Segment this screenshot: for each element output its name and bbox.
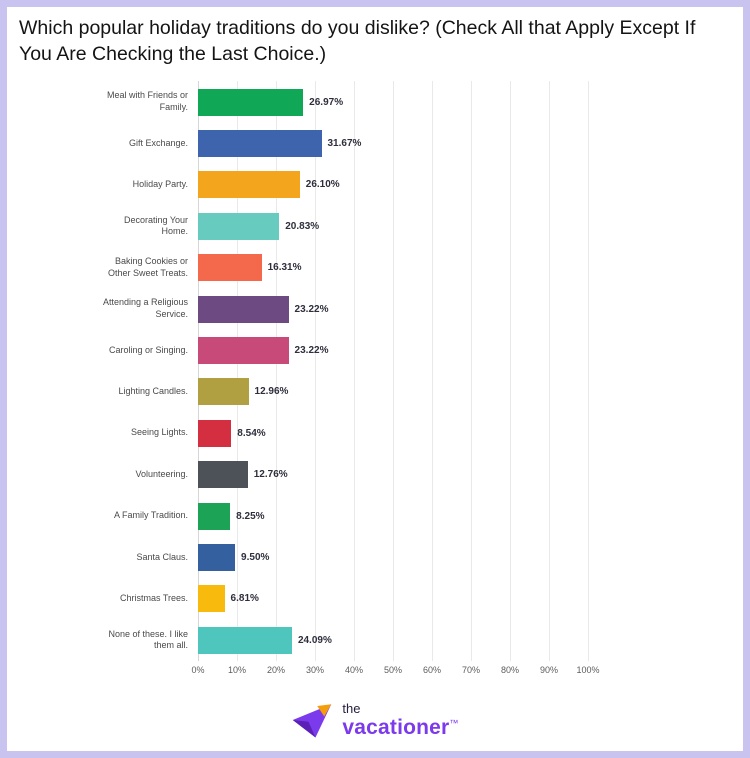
value-label: 16.31%	[267, 262, 302, 274]
value-label: 26.10%	[305, 179, 340, 191]
value-label: 6.81%	[230, 593, 259, 605]
category-label: Lighting Candles.	[118, 386, 188, 397]
x-axis: 0% 10% 20% 30% 40% 50% 60% 70% 80% 90% 100%	[191, 661, 599, 679]
x-tick-label: 60%	[422, 664, 442, 675]
value-label: 24.09%	[297, 634, 332, 646]
category-label: Meal with Friends or Family.	[106, 90, 188, 113]
chart-row: A Family Tradition. 8.25%	[82, 495, 743, 536]
bar	[198, 337, 289, 364]
bar-area: 26.10%	[198, 171, 588, 199]
bar	[198, 130, 322, 158]
value-label: 9.50%	[241, 551, 270, 563]
bar	[198, 502, 231, 530]
chart-row: None of these. I like them all. 24.09%	[82, 620, 743, 661]
value-label: 23.22%	[294, 303, 329, 315]
category-label: Caroling or Singing.	[108, 344, 188, 355]
category-label: A Family Tradition.	[113, 510, 188, 521]
bar-area: 12.76%	[198, 461, 588, 489]
x-tick-label: 70%	[461, 664, 481, 675]
category-label: Volunteering.	[135, 468, 188, 479]
chart-row: Lighting Candles. 12.96%	[82, 371, 743, 412]
bar	[198, 295, 289, 323]
bar	[198, 461, 248, 489]
category-label: Gift Exchange.	[128, 137, 188, 148]
bar	[198, 171, 300, 199]
category-label: Baking Cookies or Other Sweet Treats.	[107, 256, 188, 278]
bar-area: 26.97%	[198, 88, 588, 116]
x-tick-label: 80%	[500, 664, 520, 675]
bar	[198, 212, 280, 240]
x-tick-label: 20%	[266, 664, 286, 675]
chart-rows: Meal with Friends or Family. 26.97% Gift E…	[82, 81, 743, 661]
value-label: 20.83%	[285, 220, 320, 232]
bar-area: 24.09%	[198, 626, 588, 654]
bar	[198, 378, 249, 406]
value-label: 8.25%	[236, 510, 265, 522]
bar	[198, 88, 304, 116]
chart-row: Decorating Your Home. 20.83%	[82, 206, 743, 247]
logo-wordmark: vacationer	[342, 715, 450, 739]
bar-area: 6.81%	[198, 585, 588, 613]
bar	[198, 626, 292, 654]
chart-row: Volunteering. 12.76%	[82, 454, 743, 495]
value-label: 31.67%	[327, 138, 362, 150]
chart-row: Caroling or Singing. 23.22%	[82, 330, 743, 371]
chart-row: Gift Exchange. 31.67%	[82, 123, 743, 164]
x-tick-label: 30%	[305, 664, 325, 675]
logo-text: the vacationer™	[342, 702, 458, 738]
bar-area: 31.67%	[198, 130, 588, 158]
chart-row: Christmas Trees. 6.81%	[82, 578, 743, 619]
logo-text-the: the	[342, 700, 361, 716]
category-label: Seeing Lights.	[130, 427, 188, 438]
category-label: Decorating Your Home.	[123, 214, 188, 237]
bar-area: 9.50%	[198, 543, 588, 571]
x-tick-label: 10%	[227, 664, 247, 675]
x-tick-label: 50%	[383, 664, 403, 675]
axis-spacer	[82, 661, 198, 679]
value-label: 23.22%	[294, 345, 329, 356]
bar-area: 16.31%	[198, 254, 588, 282]
chart-row: Santa Claus. 9.50%	[82, 537, 743, 578]
bar-chart: Meal with Friends or Family. 26.97% Gift E…	[82, 81, 743, 678]
bar	[198, 254, 262, 282]
bar-area: 8.25%	[198, 502, 588, 530]
category-label: None of these. I like them all.	[108, 628, 188, 651]
bar	[198, 419, 232, 447]
category-label: Santa Claus.	[136, 551, 188, 562]
chart-row: Seeing Lights. 8.54%	[82, 413, 743, 454]
logo-text-vacationer: vacationer™	[342, 717, 458, 738]
bar	[198, 585, 225, 613]
bar-area: 23.22%	[198, 295, 588, 323]
chart-row: Baking Cookies or Other Sweet Treats. 16.…	[82, 247, 743, 288]
x-tick-label: 100%	[576, 664, 600, 675]
chart-row: Holiday Party. 26.10%	[82, 164, 743, 205]
paper-plane-logo-icon	[293, 704, 332, 738]
value-label: 26.97%	[309, 96, 344, 108]
x-tick-label: 40%	[344, 664, 364, 675]
bar	[198, 543, 236, 571]
logo-trademark: ™	[449, 717, 459, 728]
bar-area: 8.54%	[198, 419, 588, 447]
bar-area: 12.96%	[198, 378, 588, 406]
value-label: 8.54%	[237, 427, 266, 439]
bar-area: 23.22%	[198, 337, 588, 364]
x-axis-row: 0% 10% 20% 30% 40% 50% 60% 70% 80% 90% 100%	[82, 661, 743, 679]
category-label: Holiday Party.	[132, 179, 188, 190]
category-label: Christmas Trees.	[119, 593, 188, 603]
category-label: Attending a Religious Service.	[102, 297, 188, 320]
chart-title: Which popular holiday traditions do you …	[19, 17, 696, 65]
chart-row: Meal with Friends or Family. 26.97%	[82, 81, 743, 122]
footer: the vacationer™	[7, 699, 743, 741]
value-label: 12.76%	[253, 469, 288, 481]
bar-area: 20.83%	[198, 212, 588, 240]
x-tick-label: 90%	[539, 664, 559, 675]
chart-row: Attending a Religious Service. 23.22%	[82, 288, 743, 329]
x-tick-label: 0%	[191, 664, 205, 675]
value-label: 12.96%	[254, 386, 289, 398]
